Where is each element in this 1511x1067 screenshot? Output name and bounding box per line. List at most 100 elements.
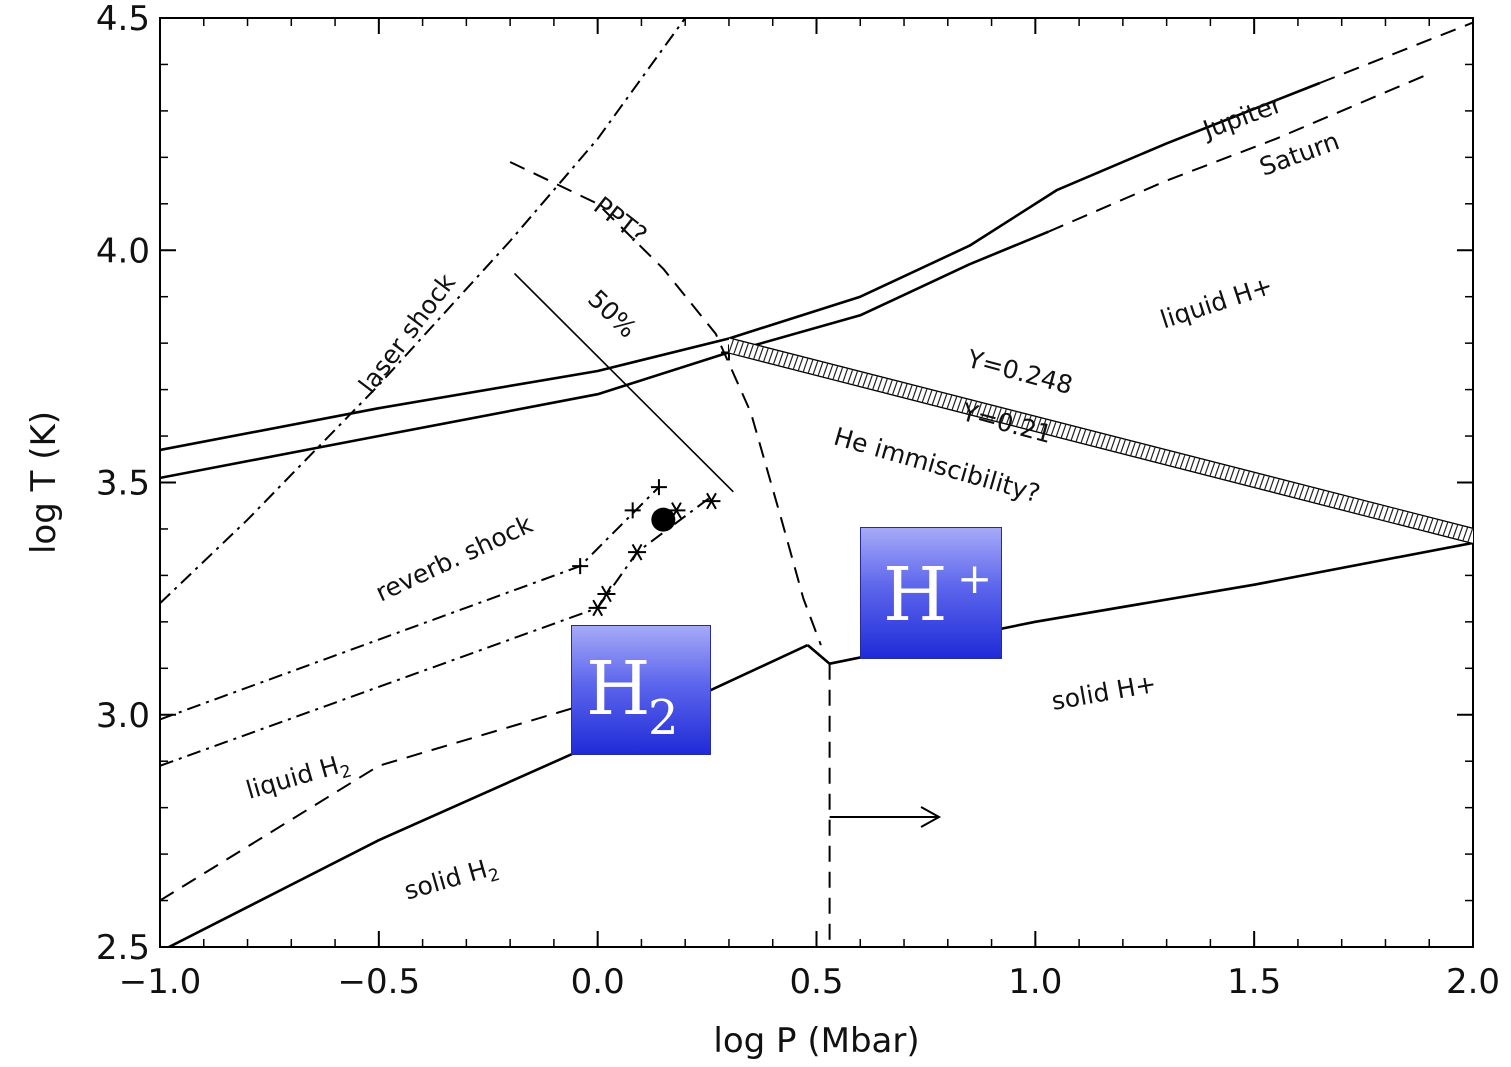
asterisk-marker — [588, 599, 607, 617]
helium-band-hatch — [1060, 424, 1067, 438]
helium-band-hatch — [1398, 510, 1404, 525]
helium-band-hatch — [1154, 448, 1161, 462]
helium-band-hatch — [1442, 522, 1449, 536]
annotation-label: liquid H2 — [243, 748, 354, 810]
series-group — [160, 18, 1473, 947]
helium-band-hatch — [936, 392, 943, 406]
helium-band-hatch — [1080, 429, 1087, 443]
helium-band-hatch — [1140, 444, 1146, 459]
helium-band-hatch — [1239, 470, 1245, 484]
helium-band-hatch — [1115, 438, 1121, 452]
x-tick-label: 0.5 — [789, 962, 843, 1002]
annotation-label: Jupiter — [1197, 89, 1286, 145]
helium-band-hatch — [1229, 467, 1235, 481]
helium-band-hatch — [1348, 498, 1355, 512]
helium-band-hatch — [1125, 441, 1131, 455]
helium-band-hatch — [887, 380, 893, 394]
helium-band-hatch — [1452, 524, 1459, 539]
helium-band-hatch — [1030, 416, 1037, 431]
plot-layer: −1.0 −0.5 0.0 0.5 1.0 1.5 2.0 2.5 3.0 3.5 4.0 4.5 lo… — [24, 0, 1500, 1061]
helium-band-hatch — [1234, 468, 1240, 483]
helium-band-hatch — [1378, 505, 1384, 519]
helium-band-hatch — [1328, 493, 1335, 507]
helium-band-hatch — [956, 397, 963, 412]
helium-band-hatch — [1363, 501, 1369, 516]
helium-band-hatch — [1130, 442, 1136, 456]
helium-band-hatch — [857, 372, 863, 386]
helium-band-hatch — [797, 357, 804, 371]
helium-band-hatch — [1016, 413, 1022, 427]
helium-band-hatch — [882, 378, 888, 392]
helium-band-hatch — [1269, 477, 1275, 492]
helium-band-hatch — [837, 367, 844, 381]
x-tick-label: 0.0 — [571, 962, 625, 1002]
h2-label-box: H 2 — [571, 625, 711, 755]
h2-box-main-text: H — [586, 646, 651, 732]
helium-band-hatch — [931, 391, 938, 405]
helium-band-hatch — [1373, 504, 1379, 518]
helium-band-hatch — [1194, 458, 1201, 472]
helium-band-hatch — [1150, 447, 1156, 461]
helium-band-hatch — [753, 345, 759, 359]
x-tick-label: −1.0 — [119, 962, 202, 1002]
helium-band-hatch — [1358, 500, 1364, 514]
helium-band-hatch — [991, 406, 997, 420]
helium-band-hatch — [941, 394, 948, 408]
helium-band-hatch — [1308, 487, 1315, 502]
helium-band-hatch — [1199, 460, 1206, 474]
hplus-box-main-text: H — [883, 552, 948, 638]
asterisk-stroke — [601, 585, 612, 603]
helium-band-hatch — [1462, 527, 1469, 541]
plus-marker — [650, 479, 667, 496]
helium-band-hatch — [763, 348, 769, 362]
x-tick-label: 2.0 — [1446, 962, 1500, 1002]
helium-band-hatch — [832, 366, 839, 380]
helium-band-hatch — [877, 377, 883, 391]
annotation-label: 50% — [582, 284, 642, 343]
plus-marker — [572, 558, 589, 575]
helium-band-hatch — [1075, 428, 1082, 442]
asterisk-stroke — [706, 492, 717, 510]
helium-band-hatch — [1383, 507, 1389, 521]
annotation-label: Saturn — [1256, 126, 1343, 181]
asterisk-marker — [597, 585, 616, 603]
helium-band-hatch — [1249, 472, 1255, 486]
helium-band-hatch — [852, 371, 859, 385]
helium-band-hatch — [1283, 481, 1290, 495]
helium-band-hatch — [1288, 482, 1295, 497]
helium-band-hatch — [961, 399, 968, 413]
helium-band-hatch — [1120, 439, 1126, 453]
series-jupiter — [160, 81, 1321, 452]
helium-band-hatch — [812, 361, 819, 375]
hplus-label-box: H + — [860, 527, 1002, 659]
y-axis-title: log T (K) — [24, 411, 64, 554]
helium-band-hatch — [897, 382, 903, 396]
helium-band-hatch — [966, 400, 973, 414]
annotation-subscript: 2 — [486, 865, 502, 887]
helium-band — [728, 338, 1473, 543]
helium-band-hatch — [768, 349, 774, 363]
helium-band-hatch — [1278, 480, 1285, 494]
annotation-label: PPT? — [588, 191, 652, 250]
series-solid-h — [806, 541, 1473, 665]
helium-band-hatch — [1006, 410, 1012, 424]
helium-band-hatch — [1264, 476, 1270, 490]
helium-band-hatch — [1021, 414, 1027, 428]
helium-band-hatch — [758, 347, 764, 361]
helium-band-hatch — [1333, 494, 1340, 508]
helium-band-hatch — [986, 405, 992, 419]
y-tick-label: 3.0 — [96, 696, 150, 736]
helium-band-hatch — [1035, 418, 1042, 432]
helium-band-hatch — [1457, 526, 1464, 540]
helium-band-hatch — [1214, 463, 1221, 478]
helium-band-hatch — [1050, 421, 1057, 436]
series-line-1 — [1319, 21, 1473, 84]
helium-band-hatch — [778, 352, 784, 366]
series-liquid-h2 — [160, 699, 598, 902]
helium-band-hatch — [807, 359, 814, 373]
annotation-label: solid H2 — [401, 851, 502, 910]
h2-box-subscript: 2 — [648, 690, 679, 746]
helium-band-hatch — [867, 374, 873, 389]
helium-band-hatch — [1095, 433, 1102, 447]
asterisk-stroke — [592, 599, 604, 617]
